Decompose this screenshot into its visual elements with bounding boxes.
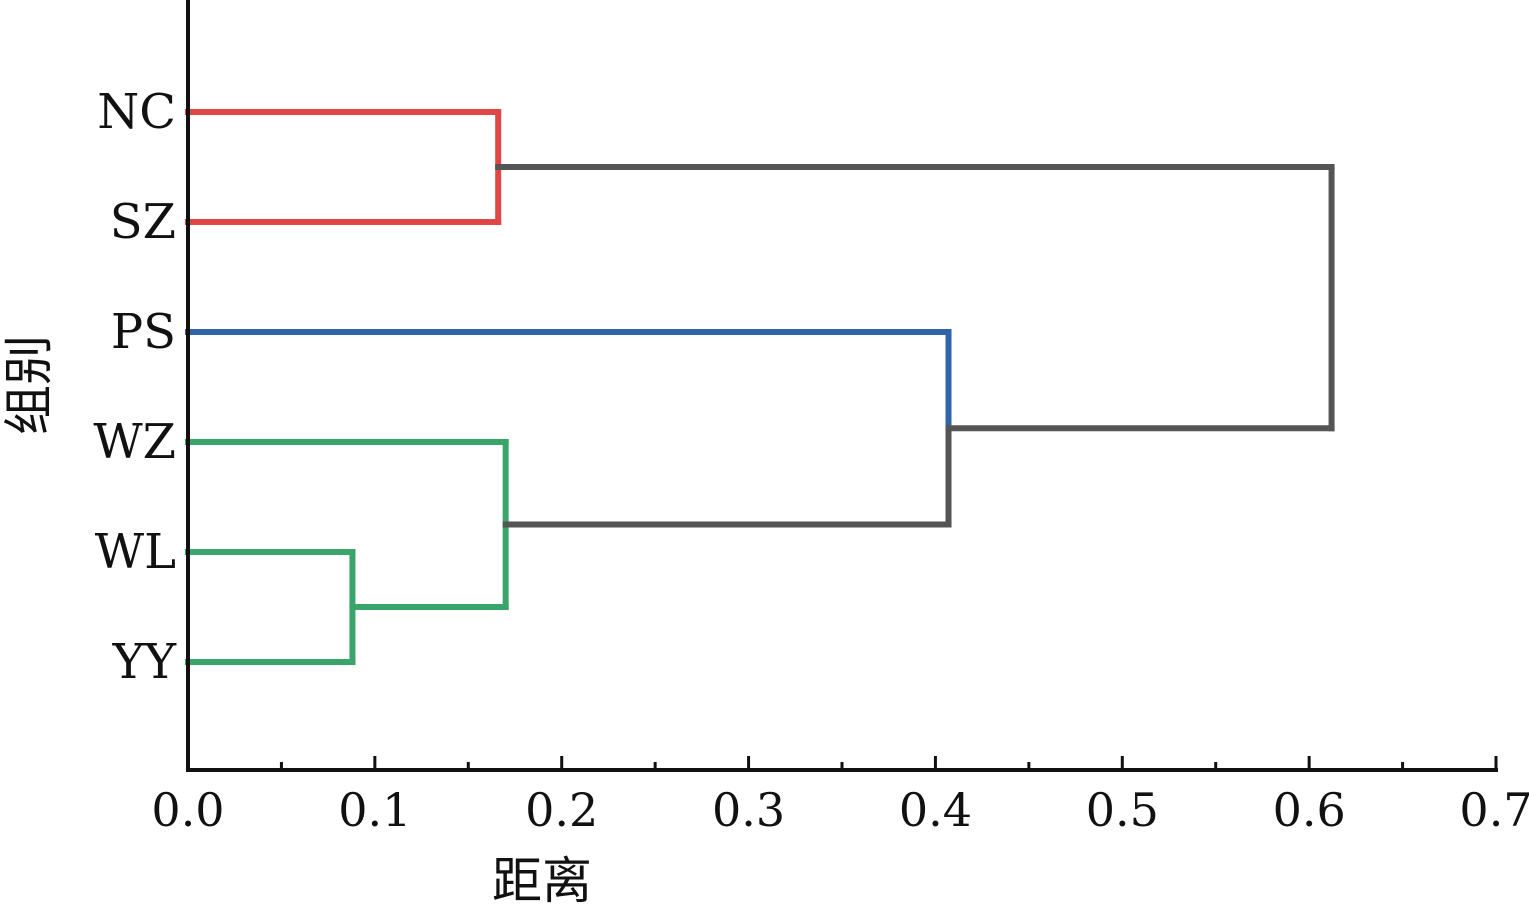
x-tick-label: 0.1 — [338, 783, 411, 837]
x-tick-label: 0.5 — [1086, 783, 1159, 837]
y-tick-label-yy: YY — [112, 634, 178, 690]
x-tick-label: 0.0 — [151, 783, 224, 837]
y-tick-label-nc: NC — [97, 84, 176, 140]
x-ticks: 0.0 0.1 0.2 0.3 0.4 0.5 0.6 0.7 — [151, 756, 1529, 837]
y-tick-label-sz: SZ — [110, 194, 176, 250]
y-tick-label-ps: PS — [111, 304, 176, 360]
y-tick-label-wl: WL — [95, 524, 176, 580]
y-tick-label-wz: WZ — [93, 414, 176, 470]
dendrogram-links — [185, 109, 1335, 665]
x-tick-label: 0.7 — [1459, 783, 1529, 837]
y-tick-labels: NC SZ PS WZ WL YY — [93, 84, 177, 690]
y-axis-title: 组别 — [0, 335, 58, 435]
x-tick-label: 0.6 — [1273, 783, 1346, 837]
x-tick-label: 0.2 — [525, 783, 598, 837]
axes — [186, 0, 1498, 772]
x-tick-label: 0.4 — [899, 783, 972, 837]
x-tick-label: 0.3 — [712, 783, 785, 837]
x-axis-title: 距离 — [492, 852, 592, 908]
